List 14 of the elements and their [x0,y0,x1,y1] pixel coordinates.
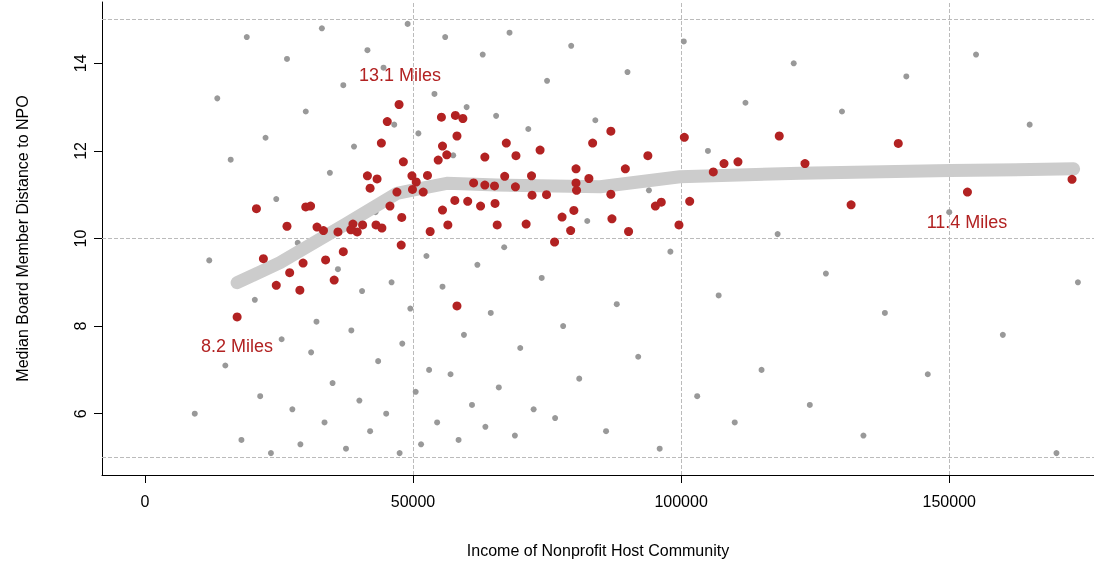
y-tick-label: 10 [71,229,89,248]
y-axis-title: Median Board Member Distance to NPO [13,95,31,382]
x-tick-label: 50000 [390,492,436,510]
x-tick-label: 100000 [654,492,708,510]
x-axis-title: Income of Nonprofit Host Community [466,541,730,559]
y-tick-label: 6 [71,409,89,419]
y-tick-label: 12 [71,141,89,160]
annotation: 13.1 Miles [358,65,442,85]
annotation: 11.4 Miles [926,212,1008,232]
x-tick-label: 0 [140,492,150,510]
annotation: 8.2 Miles [200,336,274,356]
y-tick-label: 8 [71,321,89,331]
y-tick-label: 14 [71,54,89,73]
x-tick-label: 150000 [922,492,977,510]
